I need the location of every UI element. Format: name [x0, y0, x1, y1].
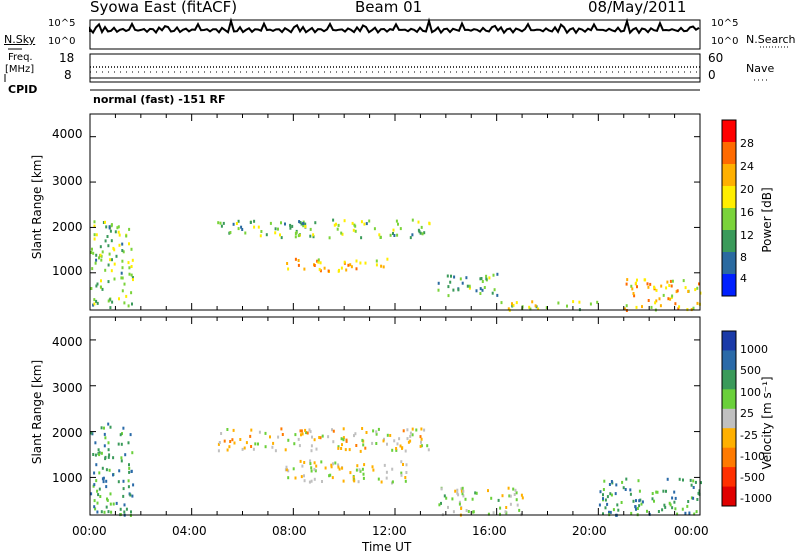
xtick-3: 12:00	[372, 524, 407, 538]
power-feature-1	[217, 218, 431, 240]
ytick-bottom-3000: 3000	[52, 381, 83, 395]
power-colorbar-swatch	[722, 230, 736, 253]
power-feature-5	[623, 278, 702, 312]
chart-title: Syowa East (fitACF)	[90, 0, 238, 16]
power-colorbar-swatch	[722, 208, 736, 231]
power-colorbar-swatch	[722, 120, 736, 143]
velocity-tick-5: -100	[740, 450, 765, 463]
freq-tick-top: 18	[59, 51, 75, 65]
velocity-tick-2: 100	[740, 386, 761, 399]
xtick-1: 04:00	[172, 524, 207, 538]
velocity-colorbar-swatch	[722, 369, 736, 390]
ytick-top-4000: 4000	[52, 127, 83, 141]
noise-tick-bottom-right: 10^0	[711, 36, 739, 47]
freq-unit-label: [MHz]	[5, 64, 35, 75]
power-colorbar-swatch	[722, 186, 736, 209]
ytick-top-3000: 3000	[52, 174, 83, 188]
power-panel-frame	[89, 113, 701, 311]
power-colorbar-frame	[721, 119, 737, 297]
power-feature-2	[286, 257, 389, 273]
velocity-colorbar-swatch	[722, 331, 736, 351]
power-colorbar-swatch	[722, 274, 736, 297]
velocity-colorbar-swatch	[722, 389, 736, 410]
power-tick-6: 4	[740, 272, 747, 285]
velocity-tick-7: -1000	[740, 492, 772, 505]
ytick-bottom-4000: 4000	[52, 335, 83, 349]
noise-sky-trace	[89, 17, 700, 35]
velocity-tick-0: 1000	[740, 343, 768, 356]
velocity-colorbar-swatch	[722, 408, 736, 429]
velocity-colorbar-swatch	[722, 447, 736, 468]
nsearch-label: N.Search	[746, 33, 796, 46]
xtick-5: 20:00	[572, 524, 607, 538]
power-colorbar-swatch	[722, 164, 736, 187]
power-tick-2: 20	[740, 183, 754, 196]
power-tick-3: 16	[740, 206, 754, 219]
power-tick-1: 24	[740, 160, 754, 173]
velocity-tick-6: -500	[740, 471, 765, 484]
nave-tick-bottom: 0	[708, 68, 716, 82]
power-tick-0: 28	[740, 137, 754, 150]
ytick-top-1000: 1000	[52, 264, 83, 278]
velocity-tick-3: 25	[740, 407, 754, 420]
velocity-colorbar-swatch	[722, 486, 736, 507]
velocity-feature-1	[217, 427, 430, 453]
nave-tick-top: 60	[708, 51, 724, 65]
beam-label: Beam 01	[355, 0, 423, 16]
freq-tick-bottom: 8	[64, 68, 72, 82]
velocity-feature-3	[438, 486, 524, 517]
ytick-bottom-2000: 2000	[52, 426, 83, 440]
xtick-6: 00:00	[674, 524, 709, 538]
power-colorbar-swatch	[722, 142, 736, 165]
velocity-feature-4	[598, 477, 702, 517]
power-feature-3	[437, 272, 499, 298]
velocity-feature-0	[90, 422, 135, 517]
freq-label: Freq.	[8, 52, 33, 63]
date-label: 08/May/2011	[588, 0, 687, 16]
power-colorbar-swatch	[722, 252, 736, 275]
nave-label: Nave	[746, 62, 775, 75]
ytick-bottom-1000: 1000	[52, 471, 83, 485]
power-feature-0	[90, 220, 134, 310]
noise-tick-top: 10^5	[48, 18, 76, 29]
noise-tick-bottom: 10^0	[48, 36, 76, 47]
velocity-panel-frame	[89, 316, 701, 516]
noise-strip-frame	[89, 19, 701, 50]
cpid-label: CPID	[8, 83, 38, 96]
nsky-label: N.Sky	[4, 33, 36, 46]
xtick-4: 16:00	[472, 524, 507, 538]
power-tick-4: 12	[740, 229, 754, 242]
velocity-colorbar-frame	[721, 330, 737, 507]
cpid-value: normal (fast) -151 RF	[93, 93, 226, 106]
freq-strip-frame	[89, 53, 701, 83]
xlabel: Time UT	[362, 540, 412, 554]
xtick-2: 08:00	[272, 524, 307, 538]
velocity-colorbar-swatch	[722, 467, 736, 487]
velocity-tick-4: -25	[740, 429, 758, 442]
velocity-colorbar-swatch	[722, 428, 736, 449]
power-tick-5: 8	[740, 251, 747, 264]
ytick-top-2000: 2000	[52, 220, 83, 234]
velocity-colorbar-swatch	[722, 350, 736, 371]
velocity-feature-2	[284, 459, 408, 485]
xtick-0: 00:00	[72, 524, 107, 538]
velocity-tick-1: 500	[740, 364, 761, 377]
noise-tick-top-right: 10^5	[711, 18, 739, 29]
